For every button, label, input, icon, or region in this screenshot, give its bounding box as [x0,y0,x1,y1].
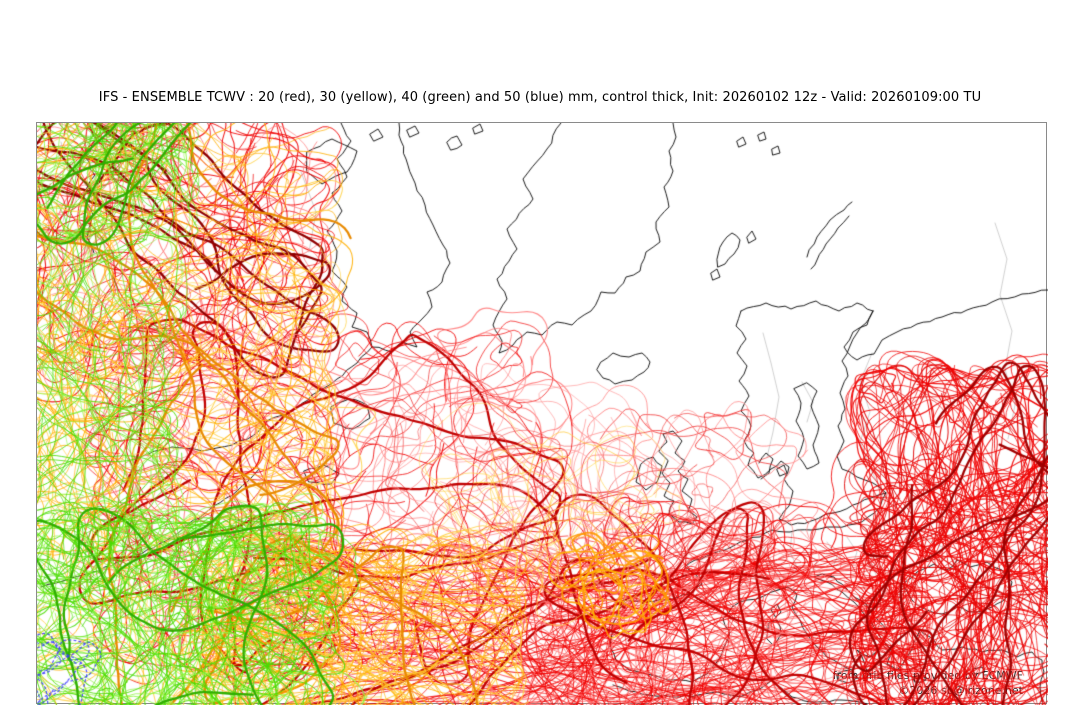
spaghetti-map-canvas [37,123,1048,705]
attribution-copyright: ©2026 sb@irizone.net [898,684,1023,697]
chart-title: IFS - ENSEMBLE TCWV : 20 (red), 30 (yell… [98,90,982,105]
attribution-source: from grib files provided by ECMWF [832,669,1023,682]
map-panel: from grib files provided by ECMWF ©2026 … [36,122,1048,705]
